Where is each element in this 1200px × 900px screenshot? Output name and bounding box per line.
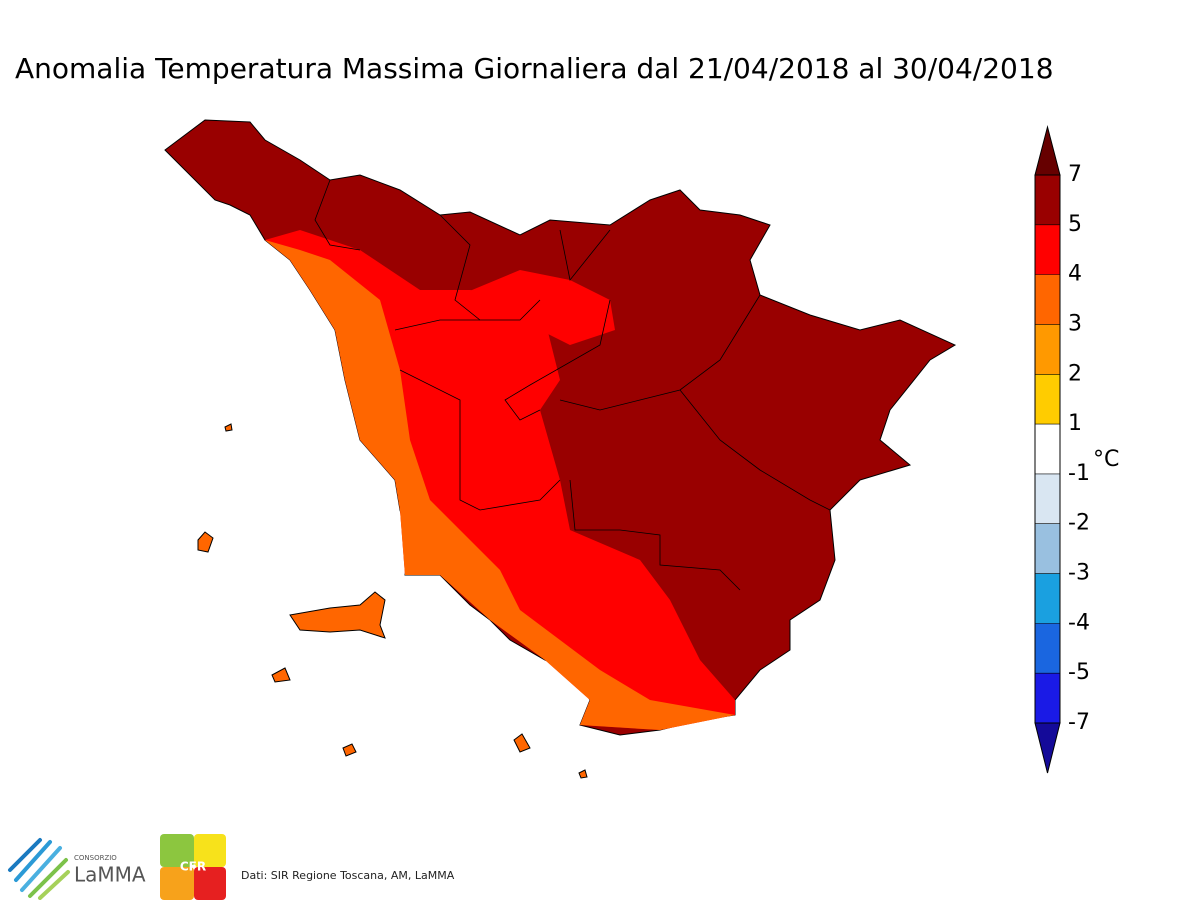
colorbar-segment (1035, 523, 1060, 574)
colorbar-segment (1035, 175, 1060, 225)
colorbar-segment (1035, 473, 1060, 524)
colorbar-tick-label: 7 (1068, 162, 1082, 187)
logo-lamma: LaMMA (74, 863, 146, 887)
border (679, 389, 831, 511)
colorbar-tick-label: 1 (1068, 411, 1082, 436)
region-orange (265, 240, 735, 730)
colorbar-tick-label: -7 (1068, 710, 1090, 735)
colorbar-segment (1035, 673, 1060, 723)
colorbar-segment (1035, 224, 1060, 275)
colorbar-segment (1035, 374, 1060, 425)
border (559, 294, 761, 411)
island (289, 591, 386, 639)
data-credits: Dati: SIR Regione Toscana, AM, LaMMA (241, 869, 455, 882)
colorbar-extend-top (1034, 125, 1061, 176)
colorbar-tick-label: -3 (1068, 561, 1090, 586)
logo-stripe (8, 838, 42, 872)
colorbar-segment (1035, 573, 1060, 624)
colorbar-tick-label: 3 (1068, 311, 1082, 336)
colorbar-segment (1035, 623, 1060, 674)
islands (197, 423, 588, 779)
island (271, 667, 291, 683)
island (224, 423, 233, 432)
colorbar-unit: °C (1093, 447, 1119, 472)
logo-stripe (14, 840, 52, 882)
border (394, 319, 480, 331)
colorbar-tick-label: 2 (1068, 361, 1082, 386)
cfr-label: CFR (180, 860, 206, 874)
cfr-tile (194, 834, 226, 867)
map-title: Anomalia Temperatura Massima Giornaliera… (15, 52, 1054, 85)
colorbar-extend-bottom (1034, 722, 1061, 774)
colorbar-tick-label: 5 (1068, 212, 1082, 237)
border (569, 479, 741, 591)
cfr-logo: CFR (160, 834, 226, 900)
border (399, 369, 561, 511)
border (439, 214, 541, 321)
colorbar: 7 5 4 3 2 1 -1 -2 -3 -4 -5 -7 (1034, 125, 1090, 774)
island (197, 531, 214, 553)
colorbar-tick-label: -5 (1068, 660, 1090, 685)
region-red-north (460, 270, 615, 345)
island (578, 769, 588, 779)
colorbar-segment (1035, 274, 1060, 325)
lamma-logo: CONSORZIO LaMMA (8, 838, 146, 900)
tuscany-map (164, 119, 957, 779)
border (559, 229, 611, 281)
logo-consorzio: CONSORZIO (74, 854, 117, 862)
colorbar-segment (1035, 324, 1060, 375)
island (513, 733, 531, 753)
colorbar-tick-label: -1 (1068, 461, 1090, 486)
cfr-tile (160, 867, 194, 900)
logo-stripe (38, 870, 70, 900)
logo-stripe (20, 846, 62, 892)
island (342, 743, 357, 757)
logo-stripe (28, 858, 68, 898)
logo-stripes (8, 838, 70, 900)
colorbar-tick-label: 4 (1068, 262, 1082, 287)
colorbar-tick-label: -2 (1068, 511, 1090, 536)
colorbar-segment (1035, 424, 1060, 474)
border (314, 179, 361, 251)
cfr-tile (160, 834, 194, 867)
cfr-tile (194, 867, 226, 900)
border (504, 299, 611, 421)
province-borders (314, 179, 831, 591)
colorbar-tick-label: -4 (1068, 610, 1090, 635)
